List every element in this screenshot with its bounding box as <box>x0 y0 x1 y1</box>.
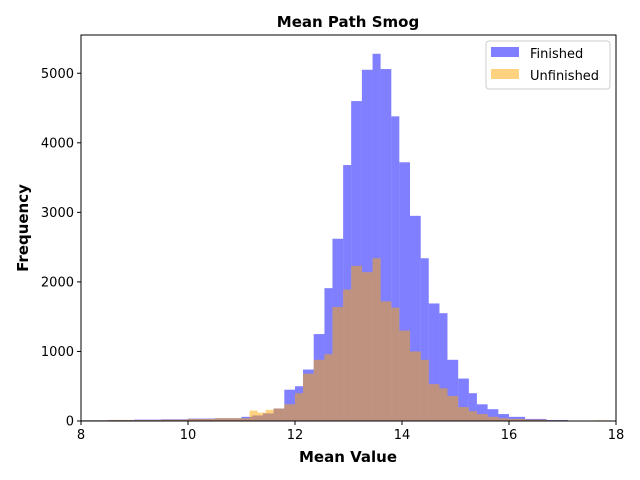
bar-finished <box>399 162 411 421</box>
bar-finished <box>476 404 488 421</box>
y-tick-label: 4000 <box>41 136 74 151</box>
bar-unfinished <box>410 351 421 421</box>
bar-unfinished <box>487 416 499 421</box>
bar-unfinished <box>447 395 459 421</box>
bar-unfinished <box>249 410 258 421</box>
x-tick-label: 16 <box>501 428 518 443</box>
bar-finished <box>498 414 509 421</box>
bar-finished <box>361 69 373 421</box>
bar-unfinished <box>161 419 188 421</box>
bar-unfinished <box>214 418 242 421</box>
bar-unfinished <box>313 359 325 421</box>
x-tick-label: 8 <box>77 428 85 443</box>
x-tick-label: 10 <box>180 428 197 443</box>
bar-finished <box>372 53 381 421</box>
bar-unfinished <box>303 373 314 421</box>
bar-unfinished <box>324 354 333 421</box>
x-tick-label: 12 <box>287 428 304 443</box>
bar-unfinished <box>509 418 526 421</box>
bar-unfinished <box>343 289 352 421</box>
bar-unfinished <box>284 404 295 421</box>
y-tick-label: 0 <box>66 415 74 430</box>
bar-unfinished <box>257 412 266 421</box>
bar-finished <box>458 378 469 421</box>
bar-unfinished <box>188 418 215 421</box>
bar-unfinished <box>525 419 547 421</box>
bar-unfinished <box>458 407 469 421</box>
bar-unfinished <box>468 411 477 421</box>
x-tick-label: 14 <box>394 428 411 443</box>
bar-finished <box>380 69 392 421</box>
bar-unfinished <box>332 306 344 421</box>
bar-unfinished <box>420 359 429 421</box>
y-tick-label: 2000 <box>41 275 74 290</box>
y-tick-label: 3000 <box>41 206 74 221</box>
bar-finished <box>351 101 362 421</box>
y-tick-label: 1000 <box>41 345 74 360</box>
bar-finished <box>410 215 421 421</box>
bar-unfinished <box>391 307 400 421</box>
bar-unfinished <box>361 272 373 421</box>
bar-unfinished <box>428 384 440 421</box>
bar-finished <box>447 359 459 421</box>
legend-swatch-finished <box>491 47 519 57</box>
bar-unfinished <box>399 330 411 421</box>
bar-unfinished <box>439 388 448 421</box>
bar-unfinished <box>265 409 274 421</box>
bar-unfinished <box>372 258 381 421</box>
y-tick-label: 5000 <box>41 67 74 82</box>
bar-unfinished <box>134 419 162 421</box>
legend-swatch-unfinished <box>491 69 519 79</box>
bar-unfinished <box>498 418 509 421</box>
bar-unfinished <box>380 301 392 421</box>
y-axis-label: Frequency <box>14 184 32 272</box>
plot-frame <box>80 34 617 422</box>
bar-finished <box>420 258 429 421</box>
legend-label-unfinished: Unfinished <box>530 69 599 84</box>
bar-unfinished <box>476 414 488 421</box>
x-axis-label: Mean Value <box>299 448 397 466</box>
bar-finished <box>468 393 477 421</box>
legend: Finished Unfinished <box>485 40 611 90</box>
bar-unfinished <box>273 408 285 421</box>
bars-layer <box>81 53 611 421</box>
x-tick-label: 18 <box>608 428 625 443</box>
bar-unfinished <box>107 419 135 421</box>
bar-finished <box>428 303 440 421</box>
bar-finished <box>439 313 448 421</box>
bar-finished <box>391 116 400 421</box>
ticks-layer: 8 10 12 14 16 18 0 1000 2000 3000 4000 5000 <box>41 67 624 443</box>
bar-unfinished <box>241 418 250 421</box>
bar-unfinished <box>295 393 304 421</box>
chart-title: Mean Path Smog <box>277 13 419 31</box>
bar-unfinished <box>351 265 362 421</box>
legend-label-finished: Finished <box>530 47 583 62</box>
bar-finished <box>487 409 499 421</box>
